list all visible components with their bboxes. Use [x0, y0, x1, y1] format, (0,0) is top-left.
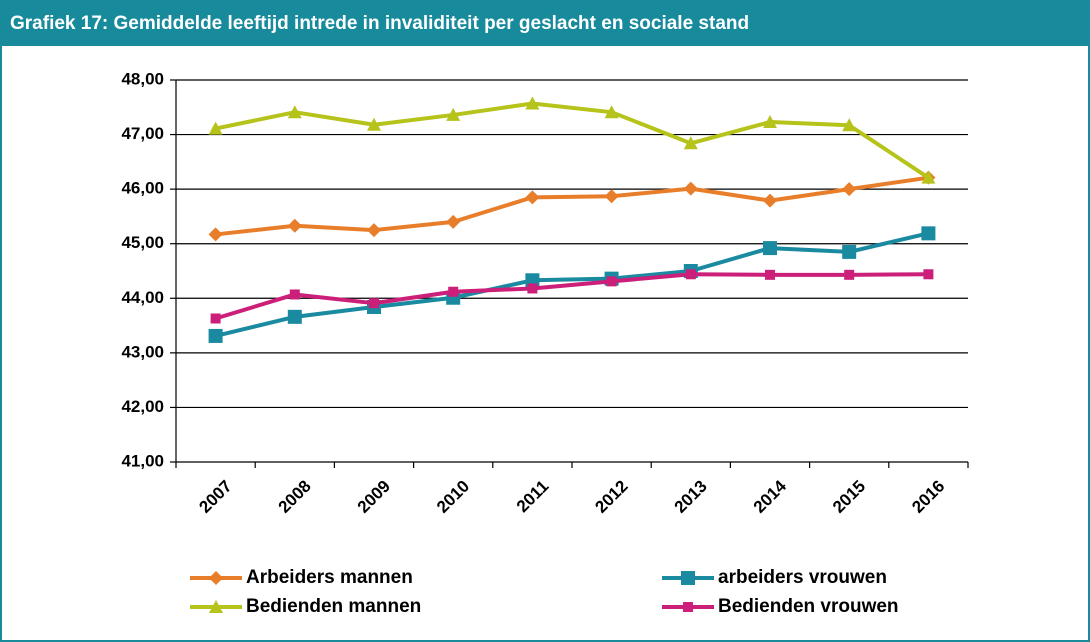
x-tick-label: 2016: [908, 477, 948, 517]
marker: [683, 136, 698, 150]
marker: [604, 189, 619, 204]
y-tick-label: 46,00: [121, 179, 164, 198]
legend-label: Bedienden vrouwen: [718, 596, 899, 617]
marker: [606, 276, 617, 287]
marker: [287, 105, 302, 119]
y-tick-label: 41,00: [121, 451, 164, 470]
x-tick-label: 2012: [591, 477, 631, 517]
marker: [921, 170, 936, 184]
marker: [287, 218, 302, 233]
marker: [923, 269, 934, 280]
marker: [604, 105, 619, 119]
y-tick-label: 48,00: [121, 69, 164, 88]
series-line: [215, 101, 930, 180]
x-tick-label: 2015: [829, 477, 869, 517]
marker: [448, 286, 459, 297]
y-tick-label: 42,00: [121, 397, 164, 416]
x-tick-label: 2011: [513, 477, 553, 517]
marker: [209, 571, 223, 585]
marker: [525, 190, 540, 205]
x-tick-label: 2007: [195, 477, 235, 517]
marker: [208, 227, 223, 242]
marker: [287, 309, 302, 324]
x-tick-label: 2010: [433, 477, 473, 517]
marker: [527, 283, 538, 294]
legend-label: Arbeiders mannen: [246, 567, 413, 588]
marker: [921, 226, 936, 241]
marker: [681, 571, 695, 585]
marker: [446, 107, 461, 121]
marker: [685, 269, 696, 280]
marker: [842, 182, 857, 197]
y-tick-label: 45,00: [121, 233, 164, 252]
marker: [369, 298, 379, 309]
marker: [765, 269, 775, 280]
marker: [208, 121, 223, 135]
marker: [763, 115, 777, 129]
marker: [367, 223, 381, 238]
chart-title: Grafiek 17: Gemiddelde leeftijd intrede …: [2, 2, 1088, 46]
marker: [289, 289, 300, 300]
marker: [209, 600, 223, 613]
y-tick-label: 47,00: [121, 124, 164, 143]
marker: [842, 118, 857, 132]
x-tick-label: 2009: [354, 477, 394, 517]
marker: [763, 193, 777, 208]
marker: [208, 328, 223, 343]
series-line: [215, 272, 929, 321]
marker: [210, 313, 221, 324]
marker: [367, 117, 381, 131]
y-tick-label: 44,00: [121, 288, 164, 307]
legend-label: Bedienden mannen: [246, 596, 421, 617]
marker: [683, 181, 698, 196]
x-tick-label: 2013: [671, 477, 711, 517]
series-line: [215, 175, 929, 237]
y-tick-label: 43,00: [121, 342, 164, 361]
legend-label: arbeiders vrouwen: [718, 567, 887, 588]
marker: [683, 602, 693, 612]
marker: [446, 214, 461, 229]
marker: [842, 244, 857, 259]
marker: [844, 269, 855, 280]
x-tick-label: 2014: [750, 476, 791, 517]
marker: [763, 241, 777, 256]
x-tick-label: 2008: [275, 477, 315, 517]
series-line: [215, 231, 929, 338]
marker: [525, 96, 540, 110]
